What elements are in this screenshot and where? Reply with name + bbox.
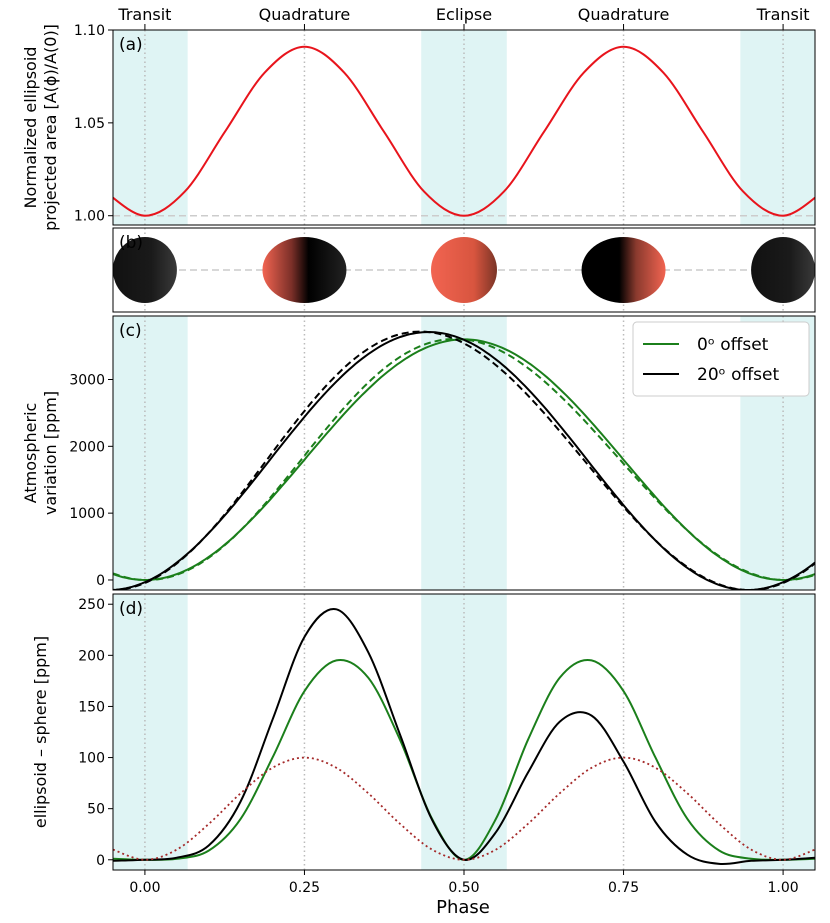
x-tick-label-2: 0.50 bbox=[448, 880, 479, 896]
panel-d: (d) 0 50 100 150 200 250 ellipsoid – sphere [pp… bbox=[31, 593, 816, 871]
y-axis-label-1: projected area [A(ϕ)/A(0)] bbox=[41, 24, 60, 231]
panel-a: (a) 1.00 1.05 1.10 Normalized ellipsoid proje… bbox=[21, 23, 816, 231]
legend-label-1: 20ᵒ offset bbox=[697, 365, 779, 385]
shaded-region-0 bbox=[113, 316, 188, 590]
panel-letter: (b) bbox=[119, 233, 143, 253]
top-label-4: Transit bbox=[756, 5, 810, 24]
planet-4 bbox=[751, 237, 815, 303]
top-label-3: Quadrature bbox=[578, 5, 670, 24]
y-tick-label-2: 1.10 bbox=[74, 23, 105, 39]
y-tick-label-4: 200 bbox=[78, 648, 105, 664]
x-tick-label-4: 1.00 bbox=[768, 880, 799, 896]
panel-letter: (a) bbox=[119, 35, 143, 55]
plot-area bbox=[113, 30, 815, 225]
y-tick-label-0: 1.00 bbox=[74, 209, 105, 225]
x-axis-label: Phase bbox=[436, 897, 490, 918]
x-tick-label-3: 0.75 bbox=[608, 880, 639, 896]
top-label-1: Quadrature bbox=[259, 5, 351, 24]
planet-3 bbox=[581, 237, 666, 303]
y-tick-label-5: 250 bbox=[78, 597, 105, 613]
planet-2 bbox=[431, 237, 497, 303]
shaded-region-1 bbox=[421, 30, 507, 225]
top-label-0: Transit bbox=[117, 5, 171, 24]
series-red-solid bbox=[113, 45, 815, 217]
y-tick-label-1: 1000 bbox=[69, 506, 105, 522]
y-axis-label-0: Atmospheric bbox=[21, 403, 40, 504]
shaded-region-0 bbox=[113, 594, 188, 870]
legend-box bbox=[632, 321, 810, 397]
y-tick-label-0: 0 bbox=[96, 573, 105, 589]
legend-label-0: 0ᵒ offset bbox=[697, 335, 769, 355]
y-tick-label-1: 1.05 bbox=[74, 116, 105, 132]
y-tick-label-3: 150 bbox=[78, 699, 105, 715]
top-phase-labels: Transit Quadrature Eclipse Quadrature Transi… bbox=[117, 5, 810, 30]
series-darkred-dotted bbox=[113, 756, 815, 861]
series-green-dashed bbox=[113, 337, 815, 581]
panel-c: (c) 0 1000 2000 3000 Atmospheric variation [pp… bbox=[21, 315, 816, 591]
x-axis: Phase 0.00 0.25 0.50 0.75 1.00 bbox=[129, 870, 799, 918]
panel-letter: (c) bbox=[119, 321, 142, 341]
panel-frame bbox=[112, 315, 816, 591]
plot-area bbox=[113, 594, 815, 870]
shaded-region-0 bbox=[113, 30, 188, 225]
panel-frame bbox=[112, 227, 816, 313]
series-black-solid bbox=[113, 608, 815, 866]
y-tick-label-3: 3000 bbox=[69, 372, 105, 388]
x-tick-label-1: 0.25 bbox=[289, 880, 320, 896]
shaded-region-2 bbox=[740, 30, 815, 225]
panel-b: (b) bbox=[112, 227, 816, 313]
series-black-dashed bbox=[113, 330, 815, 590]
y-tick-label-1: 50 bbox=[87, 802, 105, 818]
y-axis-label-0: ellipsoid – sphere [ppm] bbox=[31, 636, 50, 828]
y-axis-label-1: variation [ppm] bbox=[41, 391, 60, 515]
shaded-region-2 bbox=[740, 594, 815, 870]
planet-0 bbox=[113, 237, 177, 303]
planet-1 bbox=[262, 237, 347, 303]
panel-letter: (d) bbox=[119, 599, 143, 619]
top-label-2: Eclipse bbox=[436, 5, 492, 24]
y-tick-label-0: 0 bbox=[96, 853, 105, 869]
x-tick-label-0: 0.00 bbox=[129, 880, 160, 896]
panel-frame bbox=[112, 29, 816, 226]
y-axis-label-0: Normalized ellipsoid bbox=[21, 47, 40, 209]
y-tick-label-2: 100 bbox=[78, 751, 105, 767]
plot-area bbox=[113, 228, 815, 312]
y-tick-label-2: 2000 bbox=[69, 439, 105, 455]
